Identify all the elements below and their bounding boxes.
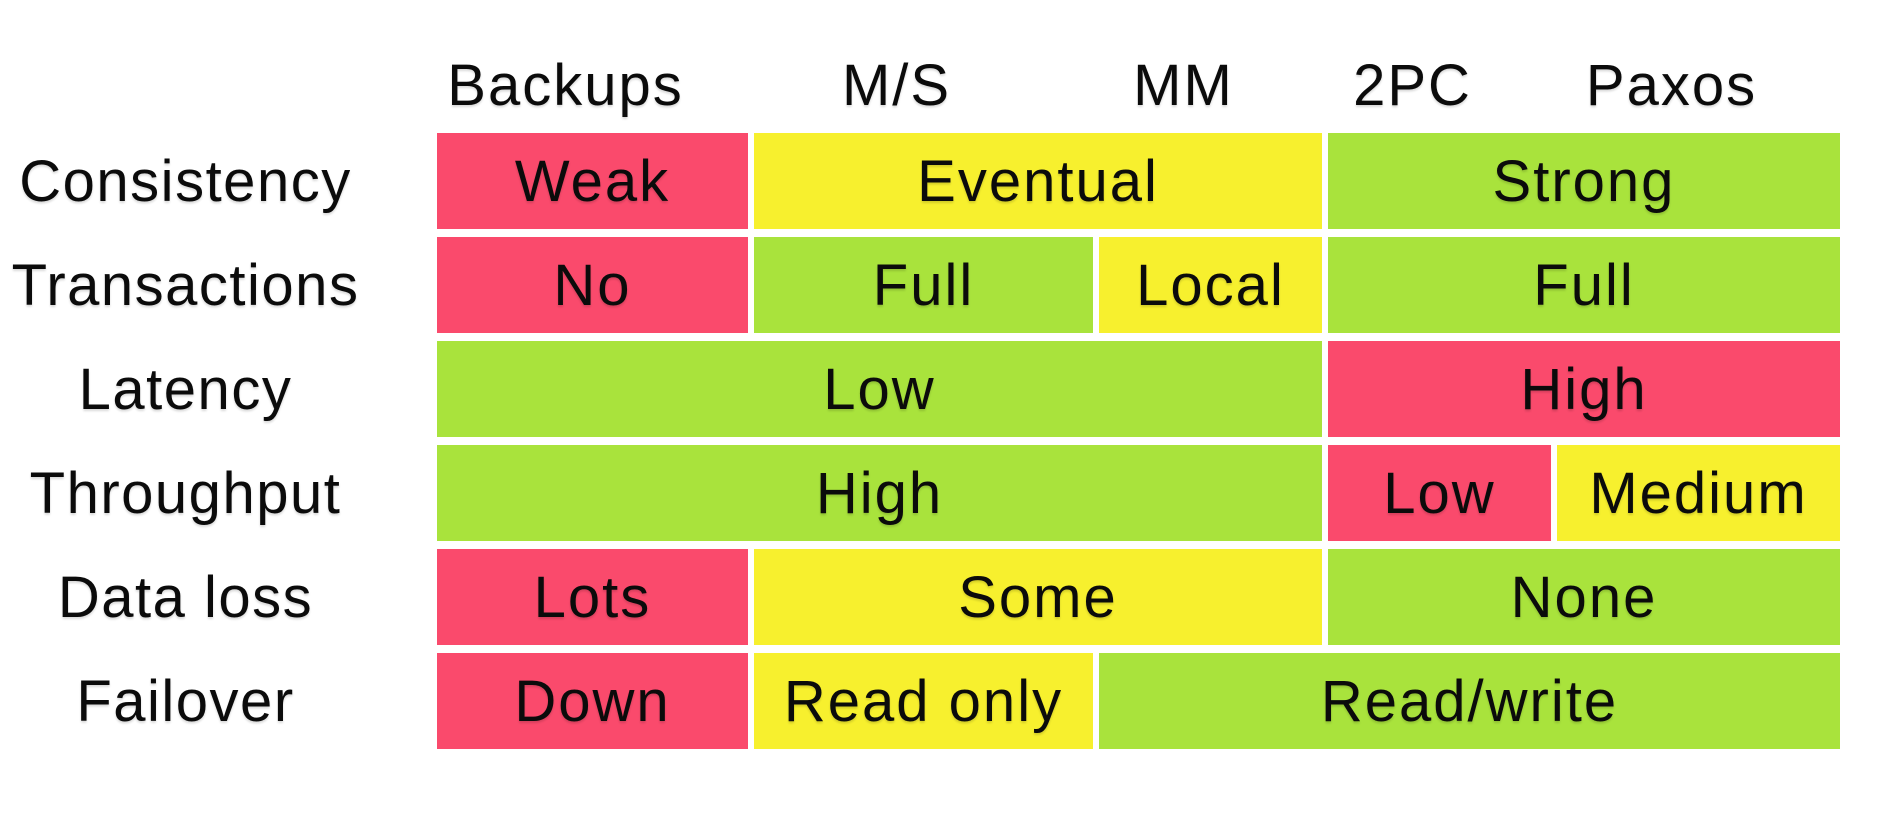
column-header-2pc: 2PC	[1353, 53, 1472, 118]
table-cell-transactions-local: Local	[1099, 237, 1322, 333]
table-cell-consistency-strong: Strong	[1328, 133, 1840, 229]
table-cell-data-loss-lots: Lots	[437, 549, 748, 645]
row-label-transactions: Transactions	[11, 252, 360, 318]
table-cell-throughput-medium: Medium	[1557, 445, 1840, 541]
row-label-latency: Latency	[78, 356, 293, 422]
table-cell-failover-read-write: Read/write	[1099, 653, 1840, 749]
column-header-paxos: Paxos	[1585, 53, 1758, 118]
replication-comparison-table: Backups M/S MM 2PC Paxos Consistency Transacti…	[0, 30, 1840, 749]
row-label-consistency: Consistency	[19, 148, 352, 214]
column-header-mm: MM	[1133, 53, 1234, 118]
table-cell-throughput-low: Low	[1328, 445, 1551, 541]
column-header-m-s: M/S	[841, 53, 952, 118]
table-cell-latency-low: Low	[437, 341, 1322, 437]
table-cell-failover-down: Down	[437, 653, 748, 749]
table-cell-failover-read-only: Read only	[754, 653, 1093, 749]
row-label-data-loss: Data loss	[57, 564, 314, 630]
table-cell-transactions-full: Full	[1328, 237, 1840, 333]
table-cell-transactions-no: No	[437, 237, 748, 333]
table-cell-latency-high: High	[1328, 341, 1840, 437]
table-cell-throughput-high: High	[437, 445, 1322, 541]
row-label-throughput: Throughput	[29, 460, 342, 526]
column-header-backups: Backups	[447, 53, 684, 118]
table-cell-consistency-eventual: Eventual	[754, 133, 1322, 229]
table-cell-consistency-weak: Weak	[437, 133, 748, 229]
table-cell-data-loss-some: Some	[754, 549, 1322, 645]
table-cell-transactions-full: Full	[754, 237, 1093, 333]
table-cell-data-loss-none: None	[1328, 549, 1840, 645]
row-label-failover: Failover	[76, 668, 295, 734]
